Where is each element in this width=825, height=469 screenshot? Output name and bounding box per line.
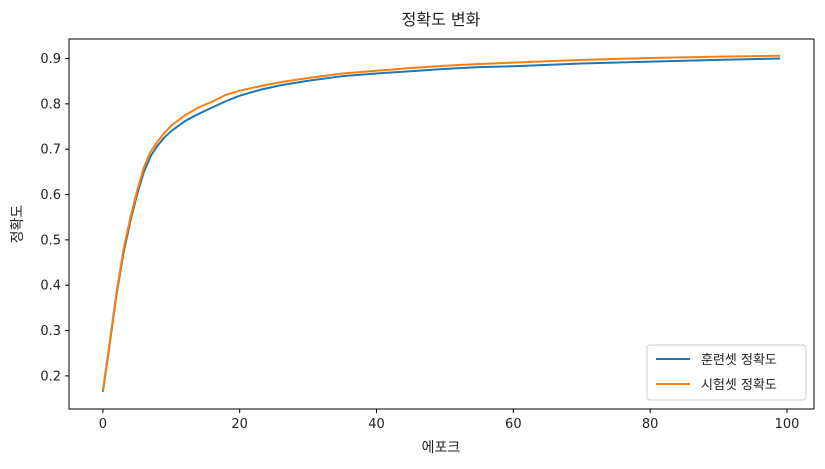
- legend: 훈련셋 정확도 시험셋 정확도: [646, 344, 807, 401]
- y-tick-label: 0.8: [40, 97, 61, 112]
- y-tick-label: 0.2: [40, 369, 61, 384]
- y-tick-label: 0.5: [40, 233, 61, 248]
- x-axis-label: 에포크: [422, 440, 461, 456]
- plot-area-frame: [68, 38, 815, 410]
- x-tick-label: 0: [99, 417, 107, 432]
- y-axis-ticks: 0.2 0.3 0.4 0.5 0.6 0.7 0.8 0.9: [40, 52, 69, 384]
- plot-lines: [101, 54, 781, 392]
- x-tick-label: 60: [505, 417, 522, 432]
- chart-title: 정확도 변화: [402, 10, 481, 29]
- y-tick-label: 0.6: [40, 188, 61, 203]
- series-line-test: [101, 54, 781, 391]
- y-tick-label: 0.4: [40, 279, 61, 294]
- x-axis-ticks: 0 20 40 60 80 100: [99, 409, 800, 432]
- y-tick-label: 0.9: [40, 52, 61, 67]
- y-tick-label: 0.7: [40, 143, 61, 158]
- legend-label-train: 훈련셋 정확도: [701, 353, 777, 368]
- y-tick-label: 0.3: [40, 324, 61, 339]
- x-tick-label: 80: [642, 417, 659, 432]
- legend-label-test: 시험셋 정확도: [701, 378, 777, 393]
- x-tick-label: 20: [231, 417, 248, 432]
- x-tick-label: 100: [775, 417, 800, 432]
- y-axis-label: 정확도: [10, 205, 26, 244]
- x-tick-label: 40: [368, 417, 385, 432]
